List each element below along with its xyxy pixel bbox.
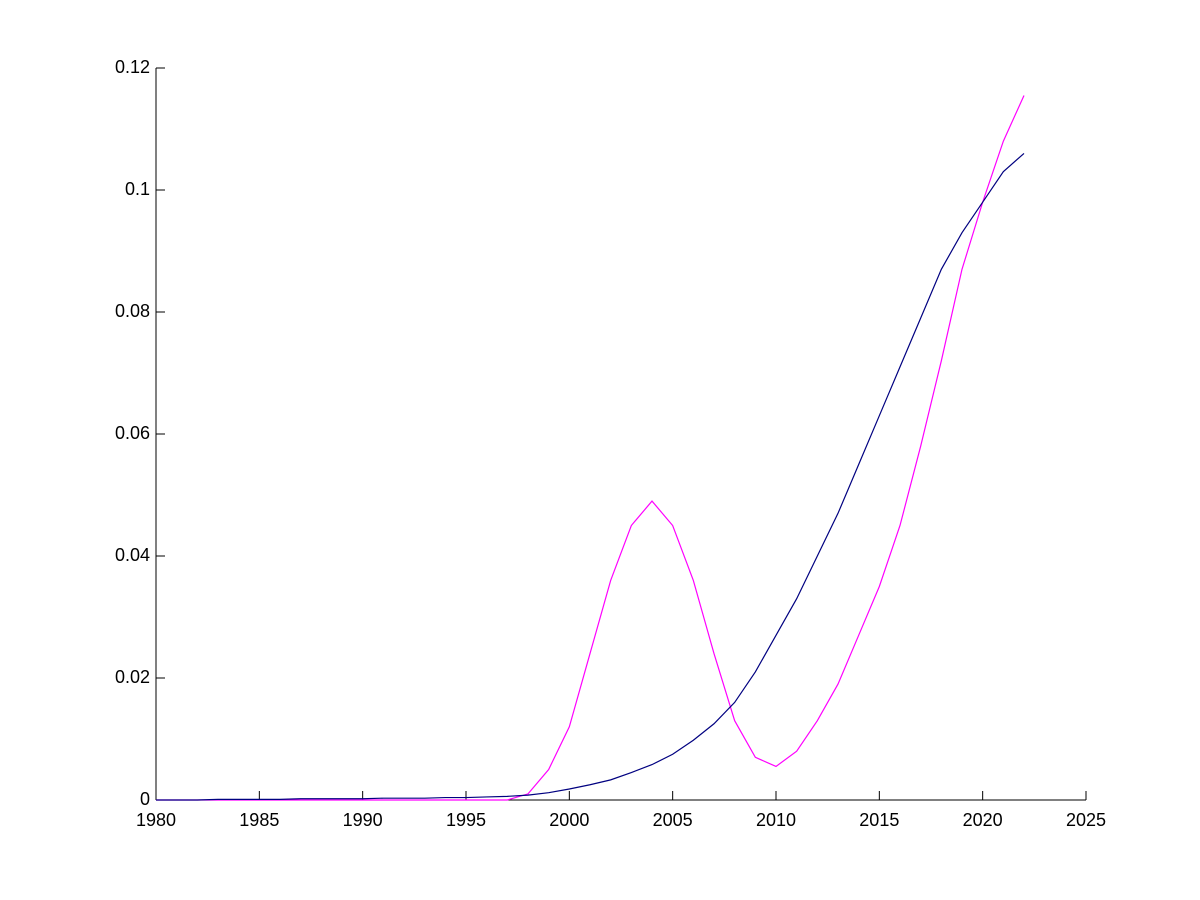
y-tick-label: 0.02 bbox=[115, 667, 150, 687]
x-tick-label: 2015 bbox=[859, 810, 899, 830]
x-tick-label: 2005 bbox=[653, 810, 693, 830]
y-tick-label: 0.1 bbox=[125, 179, 150, 199]
line-series bbox=[156, 152, 1025, 801]
x-tick-label: 1985 bbox=[239, 810, 279, 830]
line-series bbox=[156, 95, 1025, 801]
x-tick-label: 1990 bbox=[343, 810, 383, 830]
y-tick-label: 0.04 bbox=[115, 545, 150, 565]
x-tick-label: 2010 bbox=[756, 810, 796, 830]
x-tick-label: 2025 bbox=[1066, 810, 1106, 830]
y-tick-label: 0.08 bbox=[115, 301, 150, 321]
y-tick-label: 0 bbox=[140, 789, 150, 809]
y-tick-label: 0.06 bbox=[115, 423, 150, 443]
x-tick-label: 2020 bbox=[963, 810, 1003, 830]
x-tick-label: 2000 bbox=[549, 810, 589, 830]
x-tick-label: 1980 bbox=[136, 810, 176, 830]
y-tick-label: 0.12 bbox=[115, 57, 150, 77]
x-tick-label: 1995 bbox=[446, 810, 486, 830]
